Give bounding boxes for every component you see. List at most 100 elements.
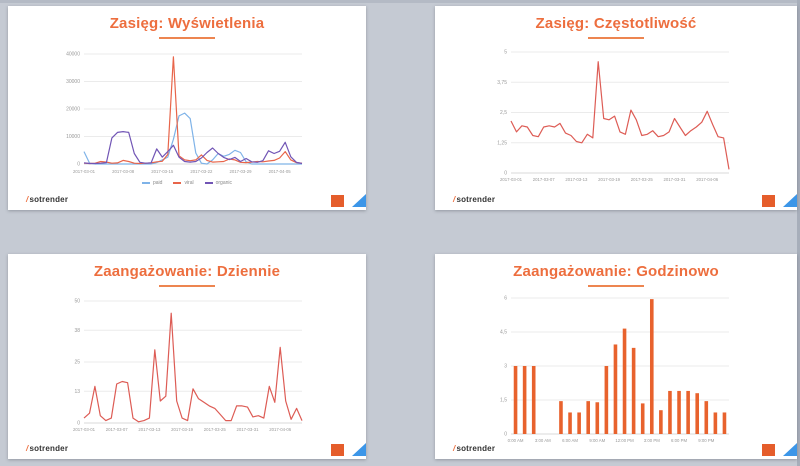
slide-title: Zaangażowanie: Godzinowo [513,263,719,280]
hour-bar [513,366,518,434]
title-underline [159,285,215,287]
logo-slash-icon: / [453,195,456,204]
y-tick-label: 0 [504,432,507,438]
sotrender-logo: /sotrender [26,195,68,204]
engagement-daily-line-chart: 0 13 25 38 50 2017-03-01 2017-03-07 2017-03-13 2… [73,299,303,432]
logo-text: sotrender [456,444,496,453]
logo-slash-icon: / [453,444,456,453]
x-tick-label: 2017-03-25 [204,427,227,432]
y-tick-label: 4,5 [500,330,507,336]
y-tick-label: 20000 [66,107,80,113]
hour-bar [559,401,563,434]
window-top-edge [0,0,800,3]
title-underline [588,285,644,287]
x-tick-label: 2017-04-06 [269,427,292,432]
window-right-edge [797,0,800,466]
y-tick-label: 6 [504,296,507,302]
y-tick-label: 25 [74,360,80,366]
title-underline [588,37,644,39]
y-tick-label: 10000 [66,134,80,140]
brand-square-decoration [331,444,344,456]
slide-reach-frequency[interactable]: Zasięg: Częstotliwość 0 1,25 2,5 3,75 5 2017-… [435,6,797,210]
y-tick-label: 1,25 [497,140,507,146]
legend-item-organic: organic [204,180,233,186]
brand-triangle-decoration [352,443,366,456]
hour-bar [640,403,645,434]
y-tick-label: 30000 [66,79,80,85]
legend-item-viral: viral [173,180,194,186]
reach-frequency-line-chart: 0 1,25 2,5 3,75 5 2017-03-01 2017-03-07 2017-03… [497,50,730,182]
x-tick-label: 2017-03-01 [73,169,96,174]
x-tick-label: 6:00 PM [671,438,687,443]
x-tick-label: 2017-04-05 [269,169,292,174]
legend-item-paid: paid [141,180,163,186]
x-tick-label: 2017-03-01 [500,177,523,182]
y-tick-label: 50 [74,299,80,305]
y-tick-label: 0 [77,162,80,168]
hour-bar [568,412,572,434]
logo-text: sotrender [29,195,69,204]
hour-bar [522,366,527,434]
slide-title: Zasięg: Wyświetlenia [109,15,265,32]
legend-label: viral [184,180,194,186]
slide-title: Zaangażowanie: Dziennie [93,263,281,280]
hour-bar [586,401,591,434]
chart-legend: paid viral organic [8,180,366,186]
y-tick-label: 3 [504,364,507,370]
x-tick-label: 2017-03-07 [106,427,129,432]
x-tick-label: 3:00 PM [644,438,660,443]
y-tick-label: 5 [504,50,507,56]
x-tick-label: 2017-04-06 [696,177,719,182]
hour-bar [631,347,636,434]
x-tick-label: 2017-03-31 [237,427,260,432]
viral-line [83,56,303,165]
organic-line [83,130,303,165]
hour-bar [659,410,663,434]
brand-square-decoration [762,195,775,207]
brand-square-decoration [331,195,344,207]
hour-bar [722,412,727,434]
y-tick-label: 1,5 [500,398,507,404]
x-tick-label: 2017-03-31 [664,177,687,182]
legend-label: paid [152,180,163,186]
slide-reach-views[interactable]: Zasięg: Wyświetlenia 0 10000 20000 30000 400… [8,6,366,210]
brand-triangle-decoration [352,194,366,207]
paid-line [83,112,302,165]
paid-series-marker [141,182,150,184]
hour-bar [668,390,672,434]
viral-series-marker [173,182,182,184]
logo-slash-icon: / [26,195,29,204]
title-underline [159,37,215,39]
x-tick-label: 12:00 PM [615,438,634,443]
y-tick-label: 0 [504,171,507,177]
x-tick-label: 9:00 PM [698,438,714,443]
hour-bar [622,328,627,434]
y-tick-label: 40000 [66,52,80,58]
logo-text: sotrender [29,444,69,453]
x-tick-label: 2017-03-19 [598,177,621,182]
hour-bar [677,390,681,434]
sotrender-logo: /sotrender [453,195,495,204]
hour-bar [604,366,609,434]
x-tick-label: 2017-03-13 [565,177,588,182]
slide-title: Zasięg: Częstotliwość [535,15,697,32]
x-tick-label: 9:00 AM [589,438,605,443]
częstotliwość-line [510,61,730,170]
hour-bar [531,366,536,434]
x-tick-label: 2017-03-01 [73,427,96,432]
sotrender-logo: /sotrender [453,444,495,453]
hour-bar [595,402,600,434]
engagement-hourly-bar-chart: 0 1,5 3 4,5 6 0:00 AM 3:00 AM 6:00 AM 9:00 AM 12:… [500,296,729,443]
legend-label: organic [215,180,233,186]
logo-slash-icon: / [26,444,29,453]
hour-bar [704,401,709,434]
hour-bar [695,393,700,434]
slide-engagement-daily[interactable]: Zaangażowanie: Dziennie 0 13 25 38 50 2017-03… [8,254,366,459]
hour-bar [577,412,581,434]
x-tick-label: 3:00 AM [535,438,551,443]
y-tick-label: 3,75 [497,80,507,86]
slide-engagement-hourly[interactable]: Zaangażowanie: Godzinowo 0 1,5 3 4,5 6 0:00 A… [435,254,797,459]
x-tick-label: 2017-03-22 [190,169,213,174]
y-tick-label: 2,5 [500,110,507,116]
hour-bar [713,412,718,434]
